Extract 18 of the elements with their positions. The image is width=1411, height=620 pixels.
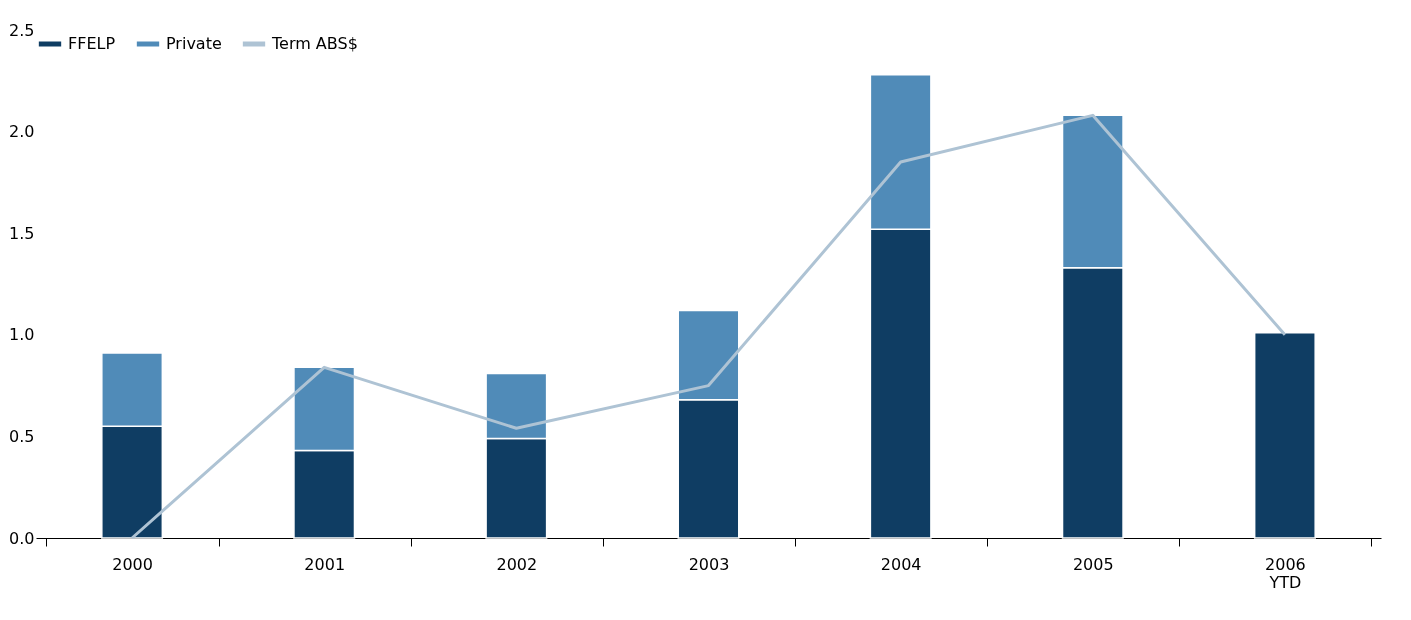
y-tick-label: 1.5 [9, 223, 35, 243]
x-tick-label: 2000 [112, 554, 153, 574]
x-tick-label: 2005 [1072, 554, 1114, 574]
y-tick-label: 1.0 [9, 325, 35, 345]
legend-label: Term ABS$ [271, 34, 358, 53]
y-tick-label: 2.0 [9, 122, 35, 142]
x-tick-label: 2004 [880, 554, 922, 574]
legend-label: Private [166, 34, 222, 53]
y-tick-label: 2.5 [9, 20, 35, 40]
y-tick-label: 0.0 [9, 528, 35, 548]
line-series [130, 113, 1287, 540]
x-tick-label: 2001 [304, 554, 346, 574]
x-tick-label: 2002 [496, 554, 538, 574]
x-tick-label: 2006 YTD [1265, 554, 1306, 592]
x-tick-label: 2003 [688, 554, 730, 574]
legend-label: FFELP [68, 34, 116, 53]
bar [1253, 332, 1316, 539]
y-tick-label: 0.5 [9, 426, 35, 446]
